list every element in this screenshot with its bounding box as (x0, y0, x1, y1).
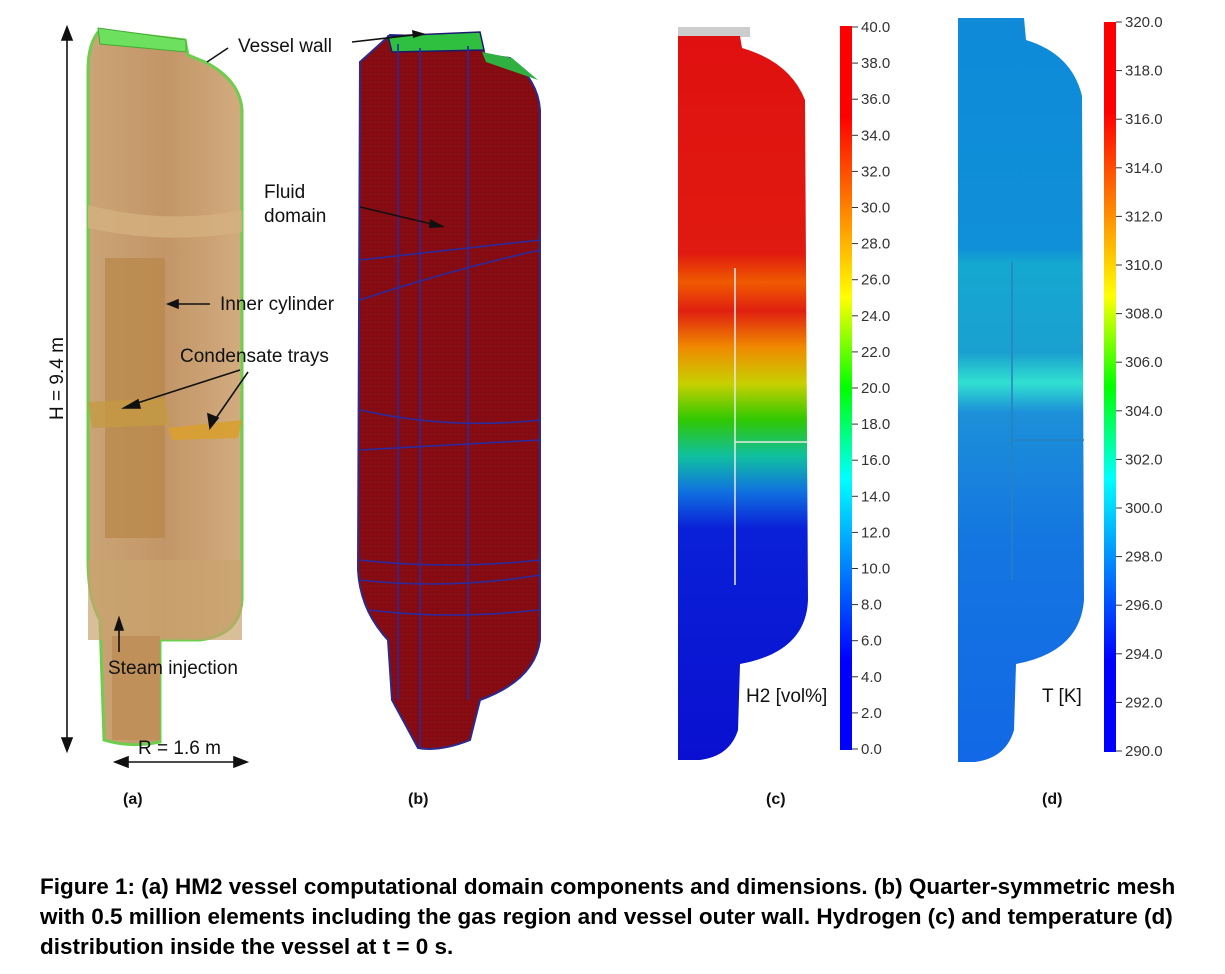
colorbar-t-tick-label: 318.0 (1125, 63, 1163, 80)
vessel-wall-pointer (206, 47, 229, 63)
colorbar-h2-tick-label: 0.0 (861, 741, 882, 758)
colorbar-h2-tick-label: 18.0 (861, 416, 890, 433)
colorbar-t-tick-label: 294.0 (1125, 646, 1163, 663)
colorbar-h2-tick-label: 32.0 (861, 163, 890, 180)
colorbar-t-tick-label: 320.0 (1125, 14, 1163, 31)
panel-c-top-cap (678, 27, 750, 37)
colorbar-h2-tick-label: 4.0 (861, 669, 882, 686)
fluid-domain-pointer (359, 206, 441, 227)
colorbar-t-tick-label: 304.0 (1125, 403, 1163, 420)
label-steam-injection: Steam injection (108, 658, 238, 679)
colorbar-h2-tick-label: 24.0 (861, 308, 890, 325)
colorbar-h2-tick-label: 12.0 (861, 524, 890, 541)
label-condensate-trays: Condensate trays (180, 346, 329, 367)
colorbar-t-tick-label: 296.0 (1125, 597, 1163, 614)
colorbar-t-tick-label: 312.0 (1125, 208, 1163, 225)
colorbar-h2-ticks: 40.0 38.0 36.0 34.0 32.0 30.0 28.0 26.0 24.0 22.0… (852, 19, 890, 758)
label-radius: R = 1.6 m (138, 738, 221, 759)
colorbar-t-tick-label: 290.0 (1125, 743, 1163, 760)
height-arrow-head-top (60, 24, 74, 41)
colorbar-h2-tick-label: 10.0 (861, 561, 890, 578)
panel-c-vessel-shape (678, 36, 808, 760)
steam-pipe (112, 636, 160, 740)
steam-pointer-head (113, 615, 125, 631)
radius-arrow-head-right (233, 755, 250, 769)
figure-caption: Figure 1: (a) HM2 vessel computational d… (40, 872, 1220, 962)
inner-cylinder-shape (105, 258, 165, 538)
label-fluid-2: domain (264, 206, 326, 227)
tray-pointer-1 (127, 369, 241, 407)
colorbar-t-tick-label: 298.0 (1125, 549, 1163, 566)
label-height: H = 9.4 m (47, 337, 68, 420)
panel-a-annotations (60, 24, 250, 769)
mesh-top-cap (387, 31, 485, 53)
panel-d-vessel-shape (958, 18, 1084, 762)
colorbar-t-tick-label: 292.0 (1125, 694, 1163, 711)
colorbar-h2-tick-label: 22.0 (861, 344, 890, 361)
vessel-top-cap (97, 27, 187, 53)
panel-c-field (678, 27, 808, 760)
colorbar-h2-tick-label: 16.0 (861, 452, 890, 469)
colorbar-h2-tick-label: 36.0 (861, 91, 890, 108)
colorbar-h2-tick-label: 20.0 (861, 380, 890, 397)
colorbar-h2-tick-label: 8.0 (861, 597, 882, 614)
colorbar-t-tick-label: 314.0 (1125, 160, 1163, 177)
mesh-wall-top (482, 52, 538, 80)
condensate-tray-1 (88, 398, 170, 428)
panel-d-tag: (d) (1042, 791, 1062, 808)
caption-text: (a) HM2 vessel computational domain comp… (40, 874, 1176, 959)
colorbar-h2-tick-label: 26.0 (861, 272, 890, 289)
label-vessel-wall: Vessel wall (238, 36, 332, 57)
colorbar-t-tick-label: 316.0 (1125, 111, 1163, 128)
colorbar-h2-tick-label: 6.0 (861, 633, 882, 650)
panel-b-tag: (b) (408, 791, 428, 808)
condensate-tray-2 (168, 420, 242, 440)
colorbar-h2-tick-label: 14.0 (861, 488, 890, 505)
colorbar-t-tick-label: 310.0 (1125, 257, 1163, 274)
tray-pointer-1-head (120, 398, 142, 409)
radius-arrow-head-left (112, 755, 129, 769)
lower-section (88, 560, 242, 640)
inner-cylinder-pointer-head (165, 298, 179, 310)
tray-pointer-2-head (207, 412, 220, 430)
figure-canvas: Vessel wall Inner cylinder Condensate tr… (47, 14, 1163, 808)
fluid-domain-pointer-head (429, 219, 445, 228)
colorbar-t: 320.0 318.0 316.0 314.0 312.0 310.0 308.0 306.0… (1104, 14, 1163, 760)
colorbar-t-tick-label: 306.0 (1125, 354, 1163, 371)
label-inner-cylinder: Inner cylinder (220, 294, 335, 315)
panel-a-tag: (a) (123, 791, 143, 808)
colorbar-t-tick-label: 302.0 (1125, 451, 1163, 468)
colorbar-h2-bar (840, 26, 852, 750)
colorbar-t-bar (1104, 22, 1116, 752)
colorbar-h2-title: H2 [vol%] (746, 686, 827, 707)
colorbar-h2-tick-label: 40.0 (861, 19, 890, 36)
colorbar-h2: 40.0 38.0 36.0 34.0 32.0 30.0 28.0 26.0 24.0 22.0… (840, 19, 890, 758)
colorbar-h2-tick-label: 30.0 (861, 200, 890, 217)
label-fluid-1: Fluid (264, 182, 305, 203)
colorbar-h2-tick-label: 28.0 (861, 236, 890, 253)
colorbar-h2-tick-label: 38.0 (861, 55, 890, 72)
panel-c-tag: (c) (766, 791, 786, 808)
panel-d-field (958, 18, 1084, 762)
panel-b-mesh (351, 30, 541, 750)
mesh-block-lines (359, 44, 541, 748)
caption-number: Figure 1: (40, 874, 136, 899)
vessel-ring-1 (88, 205, 242, 238)
panel-a-vessel (86, 27, 244, 747)
colorbar-h2-tick-label: 2.0 (861, 705, 882, 722)
height-arrow-head-bottom (60, 737, 74, 754)
colorbar-t-tick-label: 308.0 (1125, 306, 1163, 323)
vessel-wall-pointer-b (351, 33, 423, 43)
mesh-body (356, 33, 541, 750)
vessel-wall-pointer-b-head (412, 30, 426, 38)
colorbar-t-ticks: 320.0 318.0 316.0 314.0 312.0 310.0 308.0 306.0… (1116, 14, 1163, 760)
tray-pointer-2 (211, 371, 249, 425)
colorbar-h2-tick-label: 34.0 (861, 127, 890, 144)
colorbar-t-title: T [K] (1042, 686, 1082, 707)
colorbar-t-tick-label: 300.0 (1125, 500, 1163, 517)
